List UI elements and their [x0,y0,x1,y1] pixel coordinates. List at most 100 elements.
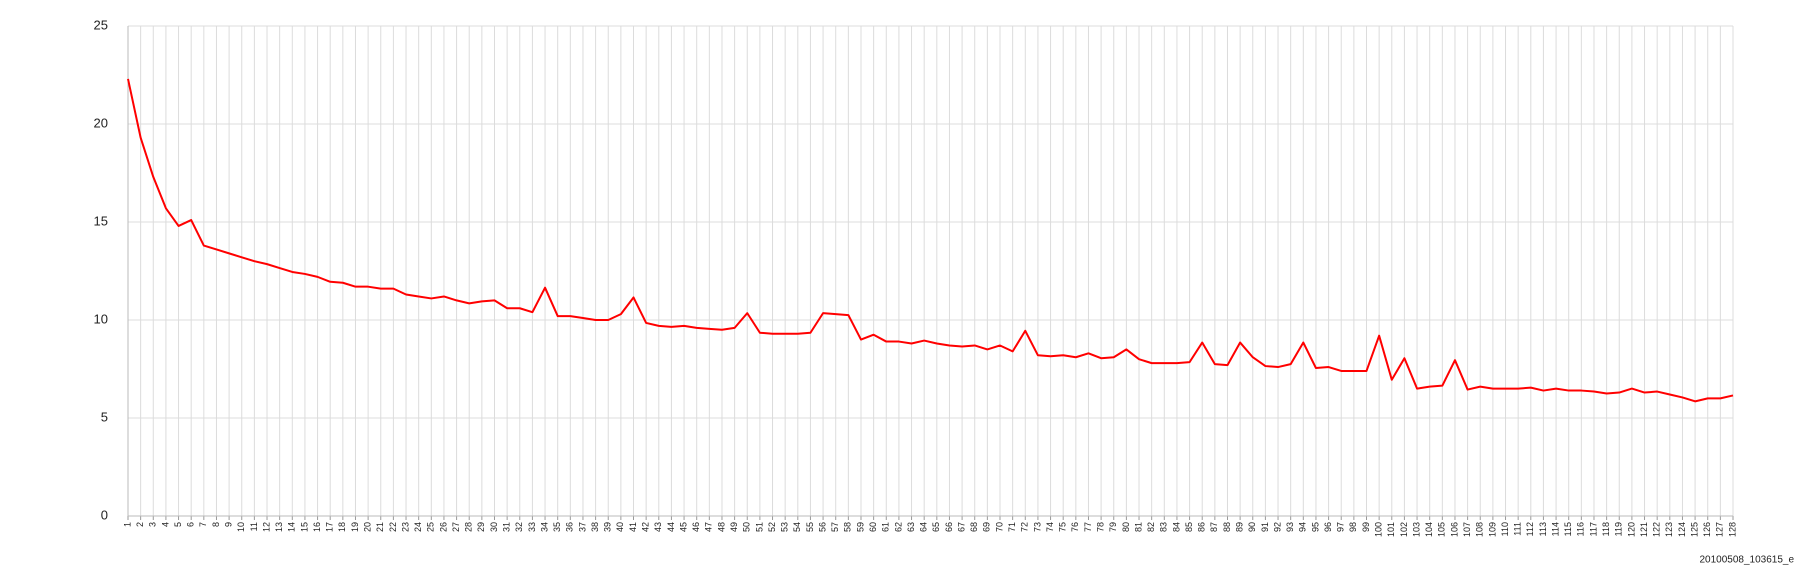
x-tick-label: 120 [1626,522,1636,537]
x-tick-label: 3 [148,522,158,527]
x-tick-label: 84 [1171,522,1181,532]
x-tick-label: 90 [1247,522,1257,532]
x-tick-label: 20 [362,522,372,532]
x-tick-label: 11 [249,522,259,531]
x-tick-label: 98 [1348,522,1358,532]
x-tick-label: 53 [780,522,790,532]
x-tick-label: 70 [994,522,1004,532]
x-tick-label: 35 [552,522,562,532]
x-tick-label: 21 [375,522,385,532]
x-tick-label: 101 [1386,522,1396,537]
x-tick-label: 46 [691,522,701,532]
x-tick-label: 28 [464,522,474,532]
x-tick-label: 112 [1525,522,1535,536]
x-tick-label: 67 [956,522,966,532]
x-tick-label: 42 [641,522,651,532]
x-tick-label: 31 [502,522,512,532]
x-tick-label: 68 [969,522,979,532]
x-tick-label: 14 [287,522,297,532]
x-tick-label: 9 [223,522,233,527]
x-tick-label: 55 [805,522,815,532]
x-tick-label: 99 [1361,522,1371,532]
x-tick-label: 38 [590,522,600,532]
x-tick-label: 86 [1197,522,1207,532]
x-tick-label: 61 [881,522,891,532]
x-tick-label: 85 [1184,522,1194,532]
x-tick-label: 111 [1513,522,1523,536]
x-tick-label: 39 [603,522,613,532]
x-tick-label: 51 [754,522,764,532]
x-tick-label: 92 [1272,522,1282,532]
x-tick-label: 123 [1664,522,1674,537]
x-tick-label: 44 [666,522,676,532]
x-tick-label: 24 [413,522,423,532]
x-tick-label: 82 [1146,522,1156,532]
x-tick-label: 18 [337,522,347,532]
x-tick-label: 43 [653,522,663,532]
x-tick-label: 110 [1500,522,1510,536]
x-tick-label: 115 [1563,522,1573,536]
x-tick-label: 17 [325,522,335,532]
x-tick-label: 95 [1310,522,1320,532]
x-tick-label: 50 [742,522,752,532]
x-tick-label: 93 [1285,522,1295,532]
x-tick-label: 62 [893,522,903,532]
x-tick-label: 75 [1058,522,1068,532]
x-tick-label: 77 [1083,522,1093,532]
footer-label: 20100508_103615_e [1699,555,1794,566]
y-tick-label: 20 [94,115,108,130]
y-tick-label: 5 [101,409,108,424]
x-tick-label: 96 [1323,522,1333,532]
x-tick-label: 64 [919,522,929,532]
x-tick-label: 22 [388,522,398,532]
x-tick-label: 10 [236,522,246,532]
x-tick-label: 30 [489,522,499,532]
x-tick-label: 19 [350,522,360,532]
x-tick-label: 63 [906,522,916,532]
x-tick-label: 76 [1070,522,1080,532]
x-tick-label: 26 [438,522,448,532]
x-tick-label: 80 [1121,522,1131,532]
x-tick-label: 60 [868,522,878,532]
x-tick-label: 13 [274,522,284,532]
x-tick-label: 83 [1159,522,1169,532]
x-tick-label: 108 [1475,522,1485,537]
x-tick-label: 59 [855,522,865,532]
y-tick-label: 10 [94,311,108,326]
y-tick-label: 25 [94,17,108,32]
x-tick-label: 25 [426,522,436,532]
x-tick-label: 74 [1045,522,1055,532]
y-tick-label: 15 [94,213,108,228]
x-tick-label: 100 [1374,522,1384,537]
x-tick-label: 121 [1639,522,1649,537]
x-tick-label: 33 [527,522,537,532]
x-tick-label: 36 [565,522,575,532]
x-tick-label: 4 [160,522,170,527]
x-tick-label: 8 [211,522,221,527]
x-tick-label: 124 [1677,522,1687,537]
x-tick-label: 57 [830,522,840,532]
x-tick-label: 1 [122,522,132,527]
x-tick-label: 119 [1614,522,1624,536]
x-tick-label: 34 [539,522,549,532]
x-tick-label: 91 [1260,522,1270,532]
x-tick-label: 79 [1108,522,1118,532]
x-tick-label: 12 [261,522,271,532]
x-tick-label: 103 [1411,522,1421,537]
x-tick-label: 47 [704,522,714,532]
x-tick-label: 45 [678,522,688,532]
x-tick-label: 106 [1449,522,1459,537]
x-tick-label: 37 [577,522,587,532]
x-tick-label: 113 [1538,522,1548,536]
x-tick-label: 32 [514,522,524,532]
y-tick-label: 0 [101,507,108,522]
x-tick-label: 15 [299,522,309,532]
x-tick-label: 66 [944,522,954,532]
x-tick-label: 73 [1032,522,1042,532]
x-tick-label: 127 [1715,522,1725,537]
x-tick-label: 29 [476,522,486,532]
x-tick-label: 23 [400,522,410,532]
x-tick-label: 117 [1588,522,1598,536]
x-tick-label: 52 [767,522,777,532]
x-tick-label: 109 [1487,522,1497,537]
